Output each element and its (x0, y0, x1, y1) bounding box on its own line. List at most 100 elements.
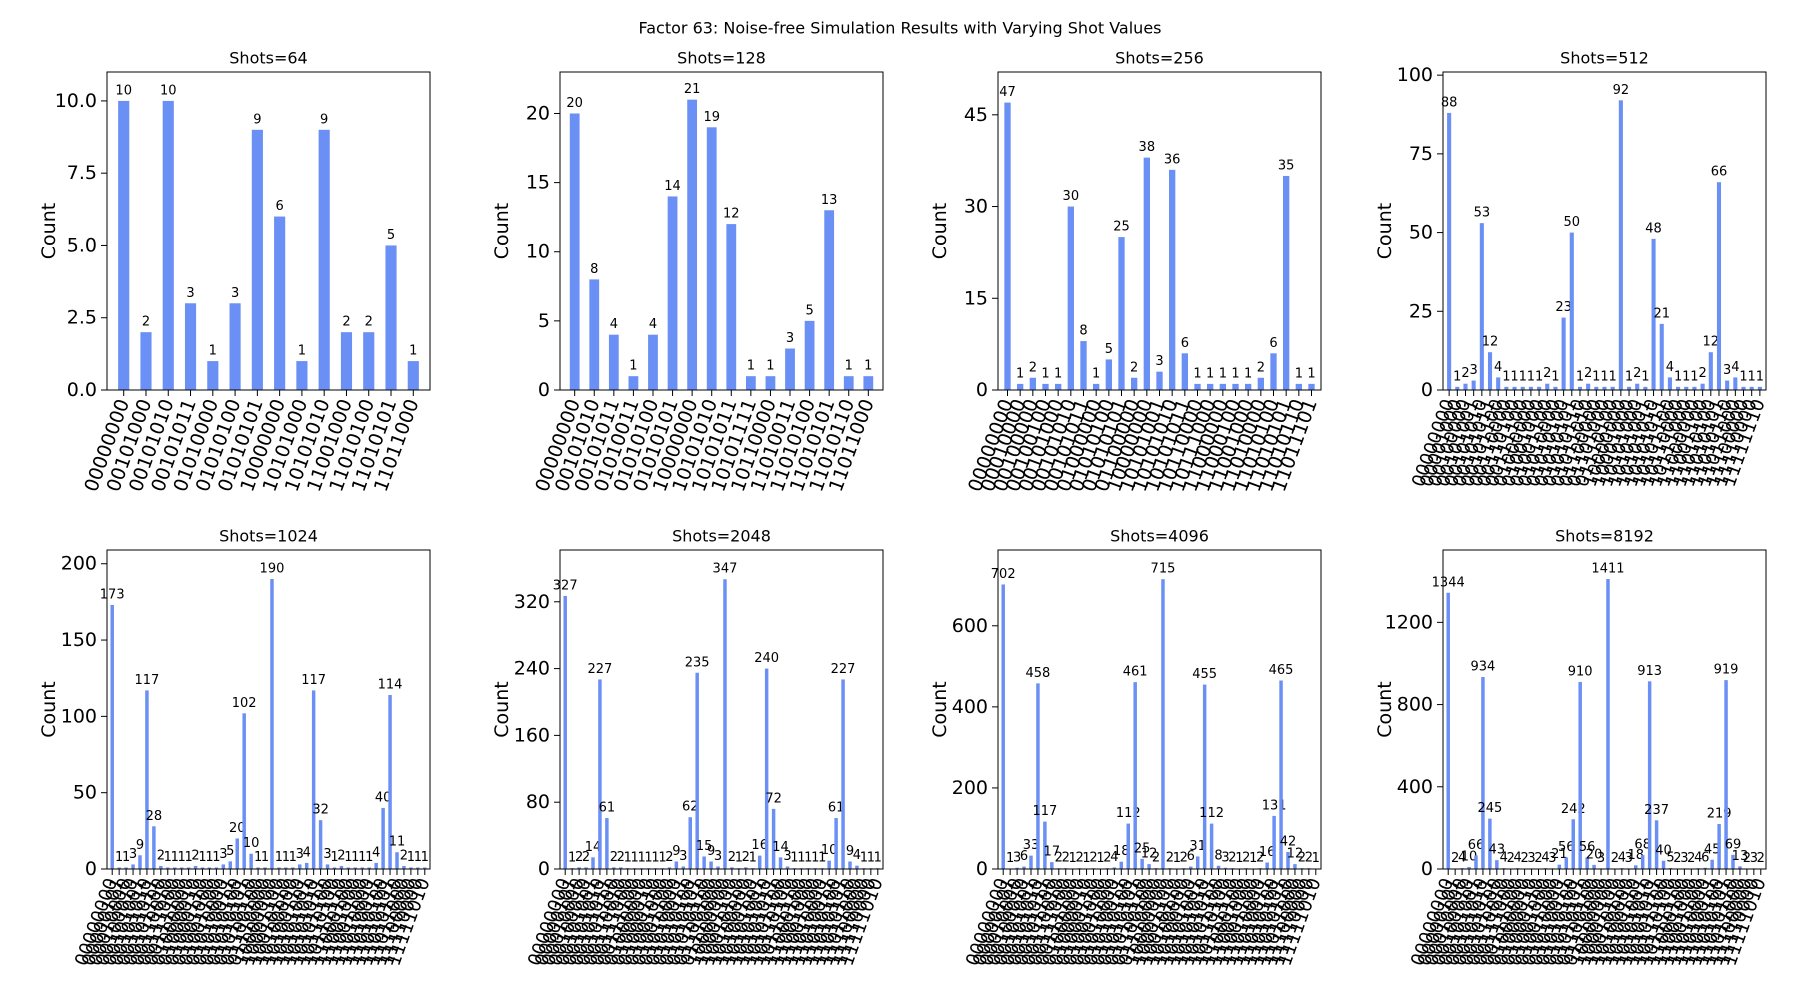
bar (1668, 867, 1673, 869)
bar (584, 867, 588, 869)
bar-value-label: 1 (1249, 851, 1257, 866)
bar-value-label: 1 (797, 851, 805, 866)
bar (1561, 317, 1566, 390)
bar (339, 865, 344, 869)
bar-value-label: 1 (864, 359, 872, 374)
bar-value-label: 1 (1006, 851, 1014, 866)
y-tick-label: 0 (85, 858, 97, 880)
bar-value-label: 2 (1584, 366, 1592, 381)
bar-value-label: 2 (1029, 360, 1037, 375)
y-tick-label: 30 (964, 196, 988, 218)
bar (841, 679, 845, 869)
bar-value-label: 2 (575, 850, 583, 865)
bar-value-label: 11 (389, 835, 406, 850)
bar-value-label: 2 (1130, 360, 1138, 375)
bar-value-label: 61 (828, 801, 845, 816)
bar-value-label: 1 (122, 850, 130, 865)
bar-value-label: 1 (254, 850, 262, 865)
bar-value-label: 1 (261, 850, 269, 865)
bar (1042, 383, 1049, 390)
bar-value-label: 6 (1701, 850, 1709, 865)
bar (591, 857, 595, 869)
bar-value-label: 5 (1105, 342, 1113, 357)
bar-value-label: 347 (713, 562, 738, 577)
y-tick-label: 15 (964, 287, 988, 309)
bar (834, 818, 838, 869)
bar-value-label: 227 (588, 662, 613, 677)
bar-value-label: 3 (219, 847, 227, 862)
bar (827, 860, 831, 869)
bar-value-label: 9 (672, 844, 680, 859)
bar (589, 279, 600, 390)
bar-value-label: 242 (1561, 802, 1586, 817)
axes-frame (106, 71, 431, 391)
bar (1471, 380, 1476, 390)
y-tick-label: 45 (964, 104, 988, 126)
bar (353, 867, 358, 869)
y-tick-label: 75 (1409, 143, 1433, 165)
bar (1708, 352, 1713, 390)
bar-value-label: 1 (1690, 369, 1698, 384)
bar (1055, 383, 1062, 390)
bar-value-label: 2 (342, 315, 350, 330)
bar (1528, 386, 1533, 390)
bar (152, 826, 156, 869)
bar (1738, 866, 1742, 869)
bar (709, 861, 713, 869)
bar-value-label: 458 (1026, 666, 1051, 681)
bar (1245, 383, 1252, 390)
bar (1520, 386, 1525, 390)
y-tick-label: 50 (73, 782, 97, 804)
bar (723, 579, 727, 869)
bar (1080, 341, 1087, 390)
bar-value-label: 20 (229, 821, 246, 836)
bar-value-label: 1 (365, 850, 373, 865)
bar (1467, 866, 1471, 869)
bar-value-label: 465 (1269, 663, 1294, 678)
bar (612, 867, 616, 869)
bar (730, 867, 734, 869)
bar (1602, 386, 1607, 390)
y-tick-label: 400 (952, 696, 988, 718)
y-axis-label: Count (491, 203, 513, 259)
subplot-title: Shots=2048 (672, 527, 771, 546)
bar-value-label: 1 (1069, 851, 1077, 866)
bar (1067, 206, 1074, 390)
bar-value-label: 1 (1519, 369, 1527, 384)
bar (1504, 386, 1509, 390)
bar (605, 818, 609, 869)
bar-value-label: 1 (344, 850, 352, 865)
bar (1716, 182, 1722, 390)
bar (1626, 386, 1632, 390)
y-tick-label: 100 (61, 705, 97, 727)
bar (1643, 386, 1648, 390)
bar (764, 668, 769, 869)
bar (726, 224, 737, 390)
bar-value-label: 1 (115, 850, 123, 865)
bar-value-label: 240 (754, 651, 779, 666)
bar-value-label: 31 (1189, 839, 1206, 854)
bar-value-label: 1 (1682, 369, 1690, 384)
bar (118, 100, 130, 390)
bar (325, 864, 330, 869)
bar (1557, 864, 1562, 869)
bar (1270, 353, 1277, 390)
bar-value-label: 1 (198, 850, 206, 865)
bar-value-label: 1 (811, 851, 819, 866)
bar (598, 679, 602, 869)
bar-value-label: 1 (1756, 369, 1764, 384)
bar-value-label: 1 (358, 850, 366, 865)
bar-value-label: 3 (186, 286, 194, 301)
bar-value-label: 10 (115, 83, 132, 98)
y-tick-label: 160 (514, 724, 550, 746)
bar (363, 332, 375, 390)
bar-value-label: 4 (372, 845, 380, 860)
bar (1050, 862, 1054, 869)
bar (1272, 815, 1276, 869)
bar (778, 857, 783, 869)
bar-value-label: 23 (1555, 300, 1572, 315)
bar (1640, 855, 1645, 869)
subplot-title: Shots=64 (229, 49, 307, 68)
bar-value-label: 1 (1193, 366, 1201, 381)
